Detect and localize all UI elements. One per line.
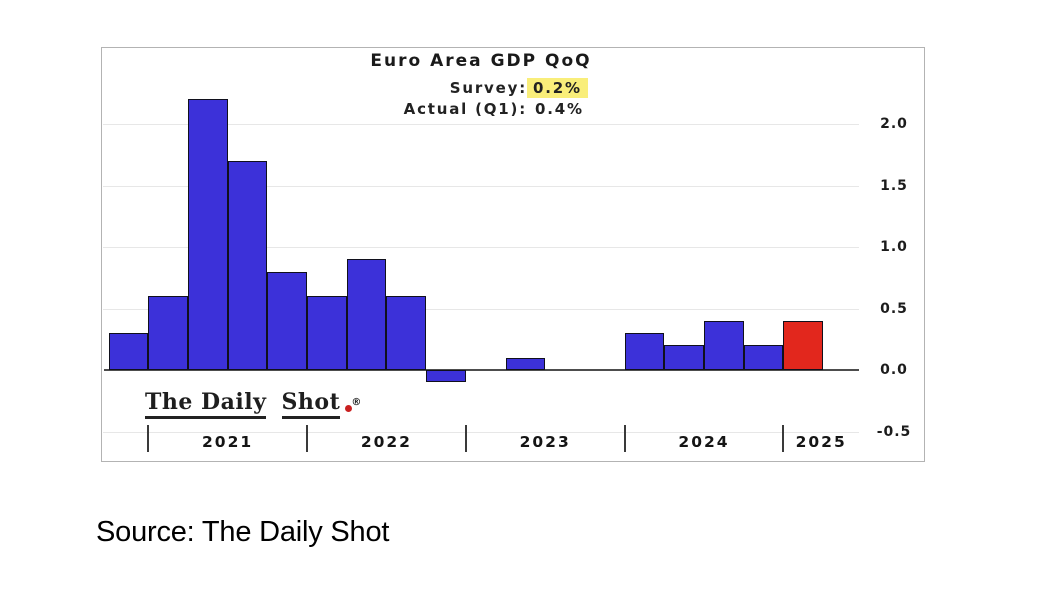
survey-label: Survey: [449, 78, 527, 97]
bar-2024-q1 [624, 333, 665, 370]
logo-end: ® [345, 389, 363, 415]
bar-2021-q1 [148, 296, 188, 370]
logo-red-dot-icon [345, 405, 353, 412]
bar-2024-q2 [664, 345, 704, 370]
actual-value-cell: 0.4% [527, 100, 614, 118]
bar-2021-q3 [227, 160, 268, 370]
daily-shot-logo: The Daily Shot ® [145, 389, 363, 419]
actual-label: Actual (Q1): [403, 100, 527, 119]
bar-2020-q4 [108, 333, 149, 370]
chart-title: Euro Area GDP QoQ [370, 51, 592, 71]
year-label-2025: 2025 [795, 433, 847, 451]
source-caption: Source: The Daily Shot [96, 516, 390, 548]
logo-text-shot: Shot [281, 389, 341, 419]
gridline-2 [103, 124, 859, 125]
year-tick [306, 425, 308, 452]
y-axis-label: 1.0 [880, 239, 908, 255]
year-tick [782, 425, 785, 452]
year-tick [147, 425, 150, 452]
actual-row: Actual (Q1): 0.4% [302, 99, 614, 121]
gridline-1.5 [103, 185, 859, 187]
bar-2022-q3 [386, 296, 427, 370]
actual-value: 0.4% [535, 100, 584, 119]
bar-2022-q1 [307, 296, 347, 370]
bar-2024-q3 [704, 320, 744, 370]
y-axis-label: -0.5 [876, 423, 912, 440]
year-label-2023: 2023 [519, 433, 571, 451]
gridline-0.5 [103, 308, 859, 310]
zero-axis-line [104, 369, 859, 371]
y-axis-label: 1.5 [880, 177, 908, 194]
year-tick [464, 425, 467, 452]
gridline--0.5 [103, 431, 859, 433]
year-tick [623, 425, 626, 452]
bar-2022-q2 [346, 259, 387, 370]
logo-text-the-daily: The Daily [145, 389, 267, 419]
bar-2022-q4 [426, 370, 466, 383]
gridline-1 [103, 247, 859, 248]
year-label-2022: 2022 [360, 433, 412, 451]
survey-value: 0.2% [527, 77, 588, 98]
bar-2024-q4 [743, 345, 784, 370]
y-axis-label: 0.0 [880, 362, 908, 378]
chart-panel: 2.0 1.5 1.0 0.5 0.0 -0.5 2021 2022 2023 2024 2025 … [101, 47, 925, 462]
bar-2023-q2 [505, 357, 546, 370]
year-label-2021: 2021 [202, 433, 254, 451]
survey-row: Survey: 0.2% [302, 77, 614, 99]
survey-value-cell: 0.2% [527, 77, 614, 98]
year-label-2024: 2024 [678, 433, 730, 451]
bar-2025-q1 [783, 320, 824, 370]
y-axis-label: 2.0 [880, 116, 908, 132]
bar-2021-q4 [267, 271, 307, 370]
registered-trademark-icon: ® [351, 397, 362, 408]
plot-area: 2.0 1.5 1.0 0.5 0.0 -0.5 2021 2022 2023 2024 2025 [102, 48, 924, 461]
y-axis-label: 0.5 [880, 300, 908, 317]
survey-annotation: Survey: 0.2% Actual (Q1): 0.4% [302, 77, 614, 120]
bar-2021-q2 [187, 99, 228, 370]
